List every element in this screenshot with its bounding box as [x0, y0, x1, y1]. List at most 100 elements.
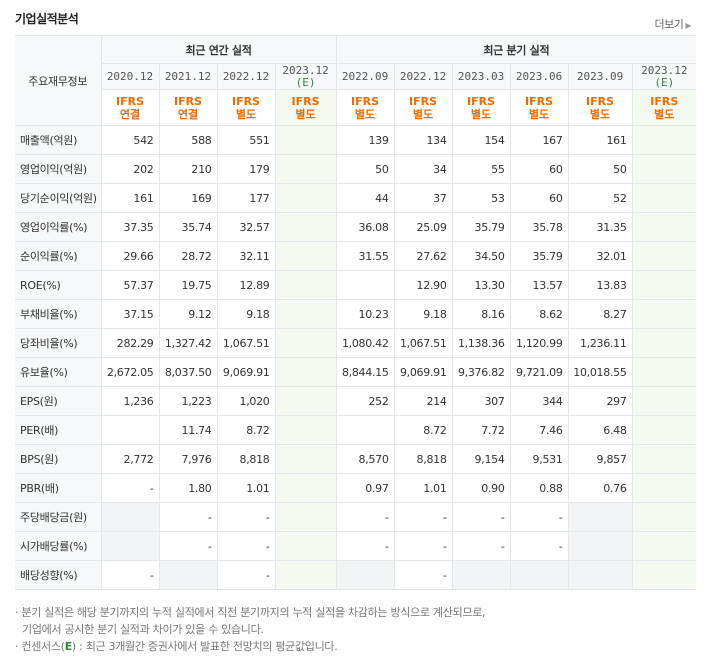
- table-cell: [631, 241, 697, 271]
- table-cell: 588: [158, 125, 218, 155]
- consolidation-label: 별도: [412, 107, 434, 121]
- period-header: 2020.12: [101, 63, 160, 90]
- period-label: 2023.06: [515, 69, 563, 83]
- table-cell: 9,376.82: [451, 357, 511, 387]
- row-label: 매출액(억원): [15, 125, 102, 155]
- table-cell: 35.78: [509, 212, 569, 242]
- accounting-standard: IFRS 별도: [451, 89, 511, 126]
- row-label: 배당성향(%): [15, 560, 102, 590]
- table-cell: 161: [100, 183, 160, 213]
- table-cell: 35.79: [451, 212, 511, 242]
- table-cell: 169: [158, 183, 218, 213]
- more-link[interactable]: 더보기 ▶: [654, 16, 691, 32]
- table-cell: -: [216, 560, 276, 590]
- table-cell: [274, 241, 337, 271]
- period-label: 2021.12: [164, 69, 212, 83]
- table-cell: 9,721.09: [509, 357, 569, 387]
- table-cell: 551: [216, 125, 276, 155]
- table-cell: 1,236.11: [567, 328, 633, 358]
- accounting-standard: IFRS 별도: [509, 89, 569, 126]
- corner-label: 주요재무정보: [15, 35, 102, 126]
- table-row: 영업이익률(%) 37.35 35.74 32.57 36.08 25.09 35.79 35…: [15, 212, 697, 242]
- table-row: EPS(원) 1,236 1,223 1,020 252 214 307 344 297: [15, 386, 697, 416]
- table-cell: 9,069.91: [216, 357, 276, 387]
- table-cell: [567, 560, 633, 590]
- table-cell: 29.66: [100, 241, 160, 271]
- table-cell: 1,067.51: [393, 328, 453, 358]
- table-cell: [631, 154, 697, 184]
- table-cell: 13.30: [451, 270, 511, 300]
- table-cell: 31.55: [335, 241, 395, 271]
- table-cell: 297: [567, 386, 633, 416]
- table-cell: 9.18: [393, 299, 453, 329]
- table-cell: 307: [451, 386, 511, 416]
- table-cell: [100, 415, 160, 445]
- chevron-right-icon: ▶: [685, 21, 691, 30]
- table-cell: [274, 560, 337, 590]
- table-cell: 1.01: [216, 473, 276, 503]
- period-label: 2022.12: [399, 69, 447, 83]
- period-label: 2023.12: [641, 63, 688, 77]
- ifrs-label: IFRS: [525, 94, 554, 108]
- row-label: 부채비율(%): [15, 299, 102, 329]
- table-cell: 214: [393, 386, 453, 416]
- table-cell: 32.57: [216, 212, 276, 242]
- table-cell: [274, 357, 337, 387]
- table-row: 영업이익(억원) 202 210 179 50 34 55 60 50: [15, 154, 697, 184]
- annual-group-header: 최근 연간 실적: [100, 35, 337, 64]
- table-cell: [100, 502, 160, 532]
- table-cell: 31.35: [567, 212, 633, 242]
- table-cell: 1,236: [100, 386, 160, 416]
- more-label[interactable]: 더보기: [654, 18, 684, 31]
- accounting-standard: IFRS 별도: [567, 89, 633, 126]
- table-cell: [274, 473, 337, 503]
- table-cell: [631, 560, 697, 590]
- table-cell: 50: [567, 154, 633, 184]
- table-cell: 8.72: [393, 415, 453, 445]
- ifrs-label: IFRS: [351, 94, 380, 108]
- table-cell: 9,531: [509, 444, 569, 474]
- table-cell: 0.97: [335, 473, 395, 503]
- table-cell: 34: [393, 154, 453, 184]
- table-cell: -: [509, 531, 569, 561]
- row-label: PER(배): [15, 415, 102, 445]
- table-cell: [631, 212, 697, 242]
- table-cell: 1,067.51: [216, 328, 276, 358]
- period-label: 2023.09: [576, 69, 624, 83]
- section-title: 기업실적분석: [15, 12, 79, 26]
- ifrs-label: IFRS: [650, 94, 679, 108]
- consolidation-label: 별도: [354, 107, 376, 121]
- table-cell: [509, 560, 569, 590]
- footnote-1-cont: 기업에서 공시한 분기 실적과 차이가 있을 수 있습니다.: [22, 623, 264, 636]
- row-label: 시가배당률(%): [15, 531, 102, 561]
- table-cell: [335, 415, 395, 445]
- row-label: 순이익률(%): [15, 241, 102, 271]
- table-cell: 1,327.42: [158, 328, 218, 358]
- table-row: 당기순이익(억원) 161 169 177 44 37 53 60 52: [15, 183, 697, 213]
- ifrs-label: IFRS: [116, 94, 144, 108]
- table-cell: 1.80: [158, 473, 218, 503]
- table-cell: 9,857: [567, 444, 633, 474]
- row-label: 당기순이익(억원): [15, 183, 102, 213]
- period-header: 2023.06: [509, 63, 569, 90]
- table-cell: [631, 386, 697, 416]
- period-header: 2022.12: [216, 63, 276, 90]
- row-label: 영업이익률(%): [15, 212, 102, 242]
- row-label: 유보율(%): [15, 357, 102, 387]
- table-cell: 12.90: [393, 270, 453, 300]
- footnotes: · 분기 실적은 해당 분기까지의 누적 실적에서 직전 분기까지의 누적 실적…: [15, 604, 486, 655]
- table-cell: [274, 270, 337, 300]
- table-cell: -: [100, 560, 160, 590]
- table-cell: [451, 560, 511, 590]
- period-header: 2023.03: [451, 63, 511, 90]
- table-cell: 44: [335, 183, 395, 213]
- table-cell: [631, 531, 697, 561]
- table-cell: 10.23: [335, 299, 395, 329]
- table-cell: 8,818: [216, 444, 276, 474]
- table-cell: 13.57: [509, 270, 569, 300]
- table-cell: [158, 560, 218, 590]
- row-label: EPS(원): [15, 386, 102, 416]
- table-cell: 202: [100, 154, 160, 184]
- footnote-1: · 분기 실적은 해당 분기까지의 누적 실적에서 직전 분기까지의 누적 실적…: [15, 606, 486, 619]
- table-cell: -: [451, 531, 511, 561]
